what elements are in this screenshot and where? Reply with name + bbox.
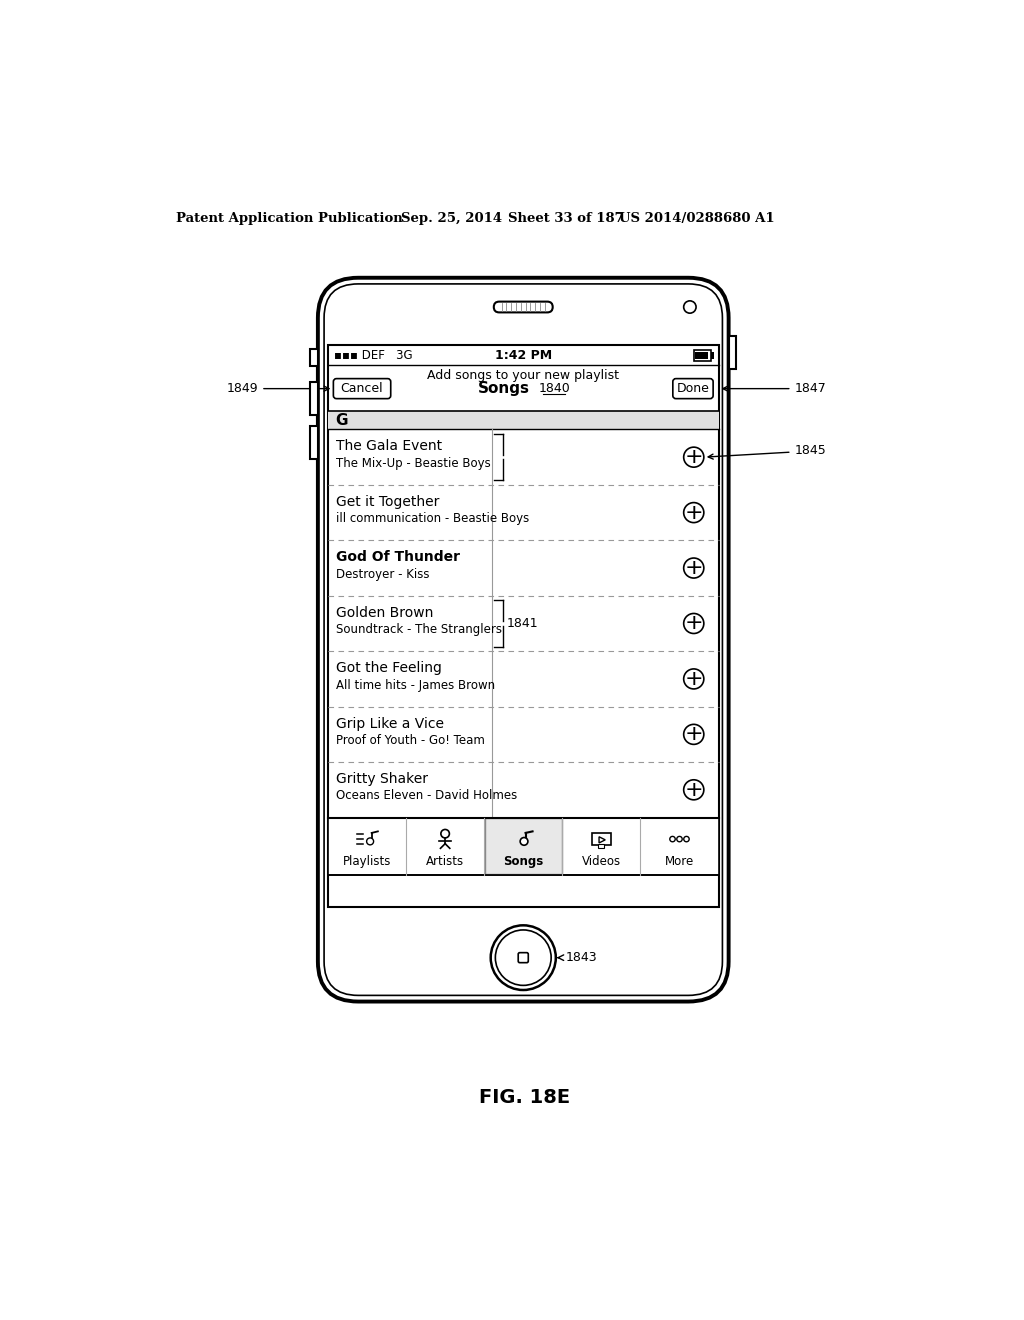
- FancyBboxPatch shape: [494, 302, 553, 313]
- Text: Soundtrack - The Stranglers: Soundtrack - The Stranglers: [336, 623, 502, 636]
- Bar: [485, 818, 561, 874]
- Circle shape: [367, 838, 374, 845]
- Text: 1:42 PM: 1:42 PM: [495, 348, 552, 362]
- FancyBboxPatch shape: [334, 379, 391, 399]
- Text: Done: Done: [677, 381, 710, 395]
- Text: Gritty Shaker: Gritty Shaker: [336, 772, 428, 785]
- Text: +: +: [684, 614, 703, 634]
- Circle shape: [684, 669, 703, 689]
- Bar: [310, 383, 317, 414]
- Text: Cancel: Cancel: [341, 381, 383, 395]
- Text: 1840: 1840: [539, 381, 570, 395]
- Bar: [328, 411, 719, 429]
- Text: The Mix-Up - Beastie Boys: The Mix-Up - Beastie Boys: [336, 457, 490, 470]
- Text: ill communication - Beastie Boys: ill communication - Beastie Boys: [336, 512, 529, 525]
- Text: 1845: 1845: [709, 445, 826, 459]
- Text: Proof of Youth - Go! Team: Proof of Youth - Go! Team: [336, 734, 484, 747]
- Text: +: +: [684, 725, 703, 744]
- Text: +: +: [684, 503, 703, 523]
- Text: +: +: [684, 780, 703, 800]
- Bar: [693, 350, 711, 360]
- Circle shape: [684, 301, 696, 313]
- Text: God Of Thunder: God Of Thunder: [336, 550, 460, 564]
- FancyBboxPatch shape: [518, 953, 528, 962]
- Bar: [598, 845, 604, 847]
- Text: +: +: [684, 558, 703, 578]
- Text: Golden Brown: Golden Brown: [336, 606, 433, 619]
- Circle shape: [441, 829, 450, 838]
- Text: US 2014/0288680 A1: US 2014/0288680 A1: [618, 213, 774, 224]
- Circle shape: [684, 558, 703, 578]
- Bar: [729, 337, 736, 368]
- Circle shape: [490, 925, 556, 990]
- Text: 1843: 1843: [566, 952, 597, 964]
- FancyBboxPatch shape: [673, 379, 713, 399]
- Text: +: +: [684, 669, 703, 689]
- Bar: [310, 426, 317, 459]
- Text: Destroyer - Kiss: Destroyer - Kiss: [336, 568, 429, 581]
- Text: Got the Feeling: Got the Feeling: [336, 661, 441, 675]
- Circle shape: [520, 837, 528, 845]
- Bar: [328, 817, 719, 875]
- Circle shape: [684, 614, 703, 634]
- FancyBboxPatch shape: [317, 277, 729, 1002]
- Text: Get it Together: Get it Together: [336, 495, 439, 508]
- Text: +: +: [684, 447, 703, 467]
- Bar: [310, 350, 317, 367]
- Circle shape: [677, 837, 682, 842]
- Text: Add songs to your new playlist: Add songs to your new playlist: [427, 370, 620, 381]
- Bar: [592, 833, 610, 845]
- Text: Playlists: Playlists: [343, 855, 391, 869]
- Text: FIG. 18E: FIG. 18E: [479, 1088, 570, 1107]
- Text: Patent Application Publication: Patent Application Publication: [176, 213, 402, 224]
- Circle shape: [684, 503, 703, 523]
- Text: All time hits - James Brown: All time hits - James Brown: [336, 678, 495, 692]
- Text: 1849: 1849: [226, 381, 329, 395]
- Bar: [695, 351, 709, 359]
- Text: The Gala Event: The Gala Event: [336, 440, 441, 453]
- Text: ▪▪▪ DEF   3G: ▪▪▪ DEF 3G: [334, 348, 413, 362]
- Circle shape: [670, 837, 675, 842]
- Bar: [328, 345, 719, 907]
- Text: Sep. 25, 2014: Sep. 25, 2014: [400, 213, 502, 224]
- Text: G: G: [336, 413, 348, 428]
- Text: Videos: Videos: [582, 855, 621, 869]
- Circle shape: [684, 780, 703, 800]
- Polygon shape: [599, 837, 605, 843]
- Text: Grip Like a Vice: Grip Like a Vice: [336, 717, 443, 730]
- Text: 1841: 1841: [506, 616, 538, 630]
- Circle shape: [496, 929, 551, 985]
- Bar: [711, 352, 714, 359]
- Text: Oceans Eleven - David Holmes: Oceans Eleven - David Holmes: [336, 789, 517, 803]
- Text: Sheet 33 of 187: Sheet 33 of 187: [508, 213, 624, 224]
- Text: Songs: Songs: [478, 381, 529, 396]
- Text: More: More: [665, 855, 694, 869]
- Circle shape: [684, 725, 703, 744]
- Text: 1847: 1847: [723, 381, 826, 395]
- Text: Songs: Songs: [503, 855, 544, 869]
- Circle shape: [684, 837, 689, 842]
- Text: Artists: Artists: [426, 855, 464, 869]
- Circle shape: [684, 447, 703, 467]
